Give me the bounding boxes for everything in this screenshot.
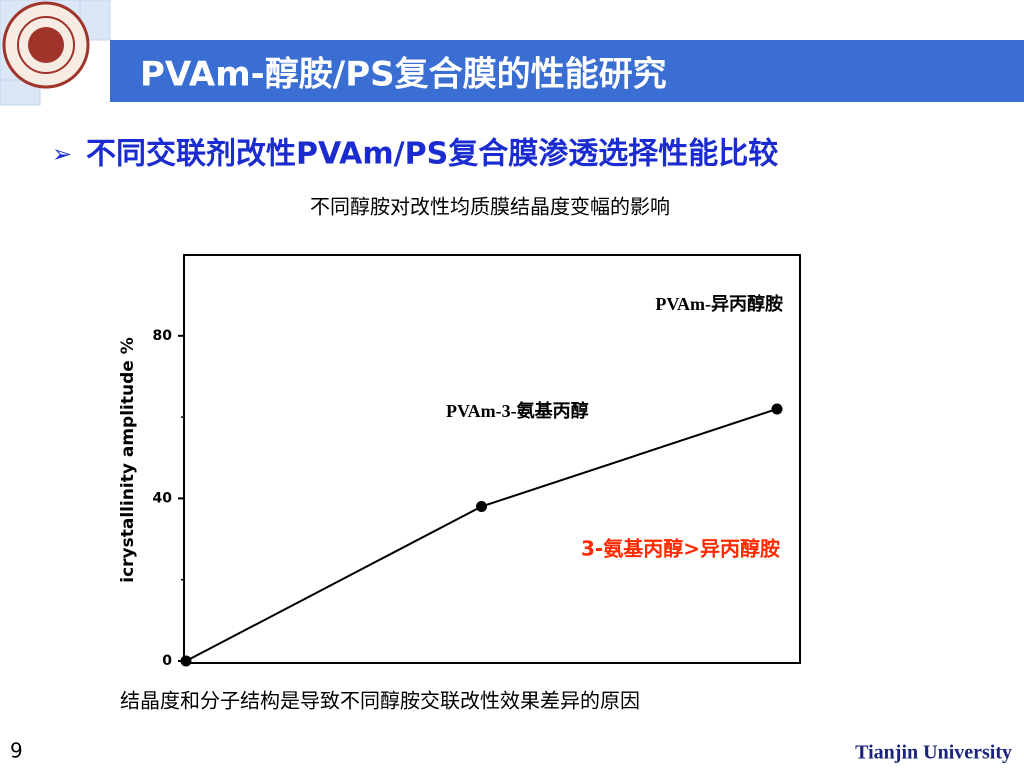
y-tick-label: 40: [153, 490, 173, 506]
bullet-text: 不同交联剂改性PVAm/PS复合膜渗透选择性能比较: [86, 137, 778, 172]
conclusion: 结晶度和分子结构是导致不同醇胺交联改性效果差异的原因: [120, 689, 640, 713]
slide-title: PVAm-醇胺/PS复合膜的性能研究: [140, 55, 667, 95]
plot-frame: [183, 254, 801, 664]
point: [771, 403, 783, 415]
logo: [2, 1, 90, 89]
y-axis-label: icrystallinity amplitude %: [118, 337, 138, 583]
footer-org: Tianjin University: [855, 742, 1012, 764]
page-number: 9: [10, 739, 23, 763]
point: [476, 501, 487, 513]
annotation: PVAm-3-氨基丙醇: [446, 400, 589, 421]
bullet-marker: ➢: [52, 140, 72, 168]
y-tick-label: 0: [162, 653, 172, 669]
annotation: PVAm-异丙醇胺: [655, 293, 783, 314]
header-bar: [110, 40, 1024, 102]
point: [180, 655, 192, 667]
chart-title: 不同醇胺对改性均质膜结晶度变幅的影响: [310, 195, 670, 219]
annotation: 3-氨基丙醇>异丙醇胺: [581, 537, 780, 561]
y-tick-label: 80: [153, 328, 173, 344]
